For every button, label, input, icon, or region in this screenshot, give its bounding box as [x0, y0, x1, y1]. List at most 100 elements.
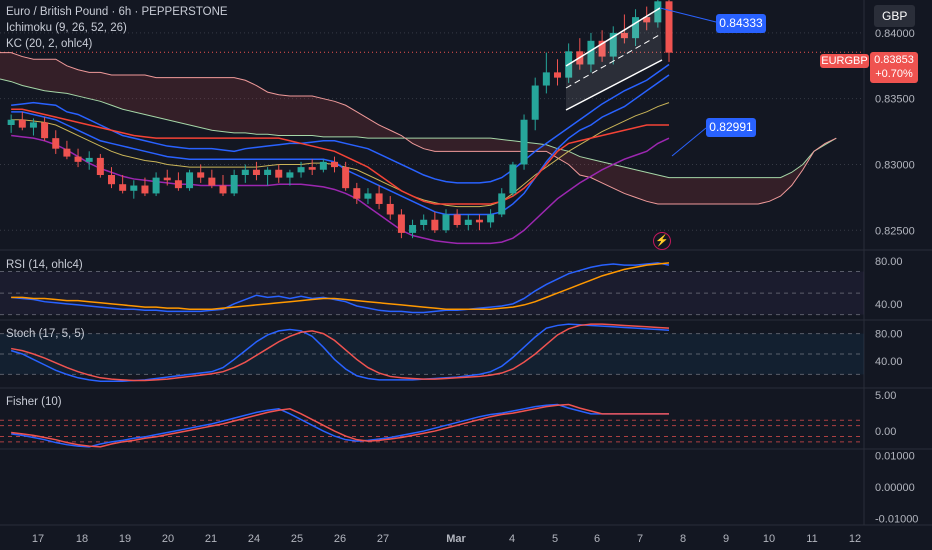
candle-body: [431, 219, 439, 231]
candle-body: [554, 72, 561, 78]
candle-body: [464, 219, 472, 225]
time-tick-label: Mar: [446, 533, 466, 545]
time-tick-label: 27: [377, 533, 389, 545]
candle-body: [18, 119, 26, 128]
kc-lower-line: [11, 134, 670, 245]
price-tick-label: 0.83000: [875, 159, 915, 171]
candle-body: [498, 193, 506, 215]
stoch-legend[interactable]: Stoch (17, 5, 5): [6, 328, 85, 340]
candle-body: [420, 219, 428, 225]
candle-body: [186, 172, 194, 189]
stoch-series-1: [11, 323, 670, 382]
candle-body: [208, 177, 216, 186]
callout-low: 0.82991: [706, 118, 756, 137]
time-tick-label: 9: [723, 533, 729, 545]
candle-body: [620, 32, 628, 39]
lightning-icon[interactable]: ⚡: [653, 232, 671, 250]
kijun-line: [11, 108, 669, 205]
fisher-tick-label: 0.00: [875, 426, 896, 438]
currency-badge[interactable]: GBP: [874, 5, 916, 27]
channel-upper: [565, 7, 661, 67]
candle-body: [475, 219, 483, 223]
candle-body: [197, 172, 205, 178]
candle-body: [286, 172, 294, 178]
candle-body: [397, 214, 405, 233]
price-tick-label: 0.83500: [875, 94, 915, 106]
last-price-tag: 0.83853 +0.70%: [870, 52, 918, 83]
candle-body: [453, 214, 461, 225]
time-tick-label: 24: [248, 533, 260, 545]
time-tick-label: 12: [849, 533, 861, 545]
time-tick-label: 10: [763, 533, 775, 545]
candle-body: [531, 85, 539, 120]
kc-upper-line: [11, 63, 670, 184]
kc-legend[interactable]: KC (20, 2, ohlc4): [6, 38, 93, 50]
candle-body: [174, 180, 182, 189]
price-tick-label: 0.82500: [875, 225, 915, 237]
candle-body: [409, 225, 417, 233]
candle-body: [29, 122, 37, 128]
indicator-panes: [0, 262, 864, 448]
candle-body: [96, 157, 104, 175]
time-tick-label: 21: [205, 533, 217, 545]
candle-body: [609, 32, 617, 57]
tenkan-line: [11, 74, 670, 216]
time-tick-label: 4: [509, 533, 515, 545]
candle-body: [275, 169, 283, 178]
price-axis: 0.84000 0.83500 0.83000 0.82500 80.00 40.00 80…: [875, 28, 918, 526]
stoch-tick-label: 80.00: [875, 329, 903, 341]
candle-body: [375, 193, 383, 204]
callout-high: 0.84333: [716, 14, 766, 33]
fisher-legend[interactable]: Fisher (10): [6, 396, 62, 408]
time-tick-label: 26: [334, 533, 346, 545]
symbol-price-tag: EURGBP: [820, 54, 869, 68]
empty-pane-tick-label: 0.00000: [875, 482, 915, 494]
candles: [7, 0, 673, 239]
time-tick-label: 6: [594, 533, 600, 545]
candle-body: [74, 156, 82, 162]
drawing-tools[interactable]: [565, 7, 717, 157]
candle-body: [598, 40, 606, 57]
indicator-lines: [11, 63, 670, 245]
rsi-tick-label: 80.00: [875, 256, 903, 268]
ichimoku-cloud: [0, 52, 837, 205]
candle-body: [119, 184, 127, 191]
candle-body: [85, 157, 93, 162]
candle-body: [219, 185, 227, 194]
candle-body: [331, 161, 338, 168]
symbol-title[interactable]: Euro / British Pound · 6h · PEPPERSTONE: [6, 6, 228, 18]
candle-body: [442, 214, 450, 231]
candle-body: [163, 177, 171, 181]
rsi-series-1: [11, 262, 670, 310]
rsi-series-0: [11, 262, 670, 314]
candle-body: [520, 119, 528, 165]
fisher-series-1: [11, 403, 669, 448]
stoch-series-0: [10, 323, 670, 382]
span-a-line: [0, 78, 837, 179]
candle-body: [141, 185, 149, 194]
price-tick-label: 0.84000: [875, 28, 915, 40]
channel-fill: [566, 8, 662, 110]
empty-pane-tick-label: -0.01000: [875, 514, 918, 526]
time-tick-label: 25: [291, 533, 303, 545]
candle-body: [587, 40, 595, 65]
time-tick-label: 11: [806, 533, 817, 545]
callout-high-leader: [659, 7, 717, 23]
rsi-legend[interactable]: RSI (14, ohlc4): [6, 259, 83, 271]
ichimoku-legend[interactable]: Ichimoku (9, 26, 52, 26): [6, 22, 127, 34]
candle-body: [665, 1, 673, 53]
candle-body: [130, 185, 138, 191]
cloud-fill: [0, 52, 837, 204]
candle-body: [319, 161, 327, 170]
candle-body: [241, 169, 249, 175]
callout-low-leader: [671, 127, 707, 157]
candle-body: [230, 175, 238, 194]
candle-body: [643, 17, 651, 23]
candle-body: [63, 148, 71, 157]
candle-body: [364, 193, 372, 199]
candle-body: [7, 119, 15, 125]
candle-body: [509, 164, 517, 194]
candle-body: [108, 175, 115, 185]
